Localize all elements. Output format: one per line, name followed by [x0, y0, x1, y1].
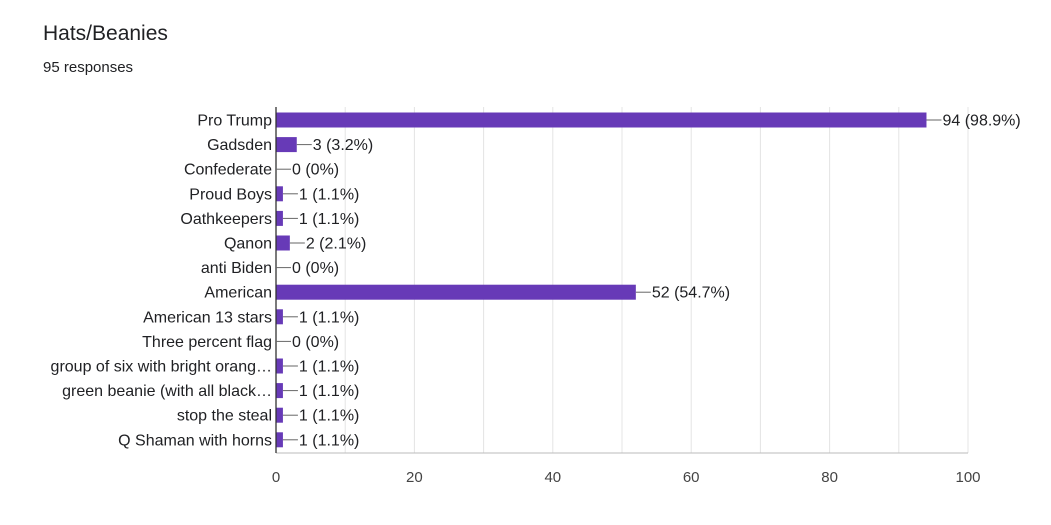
bar [276, 383, 283, 399]
bar [276, 309, 283, 325]
category-label: green beanie (with all black… [62, 383, 272, 400]
x-tick-label: 40 [544, 469, 561, 486]
bar [276, 210, 283, 226]
bar [276, 407, 283, 423]
data-label: 1 (1.1%) [299, 186, 359, 203]
axes [275, 107, 968, 454]
x-tick-label: 20 [406, 469, 423, 486]
chart-title: Hats/Beanies [43, 22, 168, 45]
bar [276, 137, 297, 153]
category-label: Qanon [224, 236, 272, 253]
category-label: stop the steal [177, 408, 272, 425]
data-label: 0 (0%) [292, 162, 339, 179]
data-label: 94 (98.9%) [942, 113, 1020, 130]
category-label: group of six with bright orang… [51, 359, 272, 376]
data-label: 52 (54.7%) [652, 285, 730, 302]
category-label: Three percent flag [142, 334, 272, 351]
category-label: Confederate [184, 162, 272, 179]
bar [276, 112, 927, 128]
data-label: 0 (0%) [292, 260, 339, 277]
data-label: 0 (0%) [292, 334, 339, 351]
category-label: anti Biden [201, 260, 272, 277]
bars [276, 112, 927, 448]
category-label: Proud Boys [189, 186, 272, 203]
x-tick-label: 60 [683, 469, 700, 486]
data-label: 1 (1.1%) [299, 309, 359, 326]
category-label: Gadsden [207, 137, 272, 154]
x-tick-label: 0 [272, 469, 280, 486]
category-label: American 13 stars [143, 309, 272, 326]
x-tick-label: 100 [955, 469, 980, 486]
labels: 0 20 40 60 80 100 Pro Trump 94 (98.9%) Gadsden 3 … [51, 113, 1021, 487]
data-label: 1 (1.1%) [299, 432, 359, 449]
x-tick-label: 80 [821, 469, 838, 486]
data-label: 1 (1.1%) [299, 408, 359, 425]
category-label: American [204, 285, 272, 302]
category-label: Pro Trump [197, 113, 272, 130]
data-label: 1 (1.1%) [299, 359, 359, 376]
category-label: Oathkeepers [180, 211, 272, 228]
bar [276, 235, 290, 251]
response-count: 95 responses [43, 59, 134, 76]
data-label: 2 (2.1%) [306, 236, 366, 253]
data-label: 1 (1.1%) [299, 383, 359, 400]
bar [276, 284, 636, 300]
gridlines [344, 107, 969, 453]
bar [276, 432, 283, 448]
data-label: 3 (3.2%) [313, 137, 373, 154]
data-label: 1 (1.1%) [299, 211, 359, 228]
category-label: Q Shaman with horns [118, 432, 272, 449]
bar [276, 358, 283, 374]
bar [276, 186, 283, 202]
